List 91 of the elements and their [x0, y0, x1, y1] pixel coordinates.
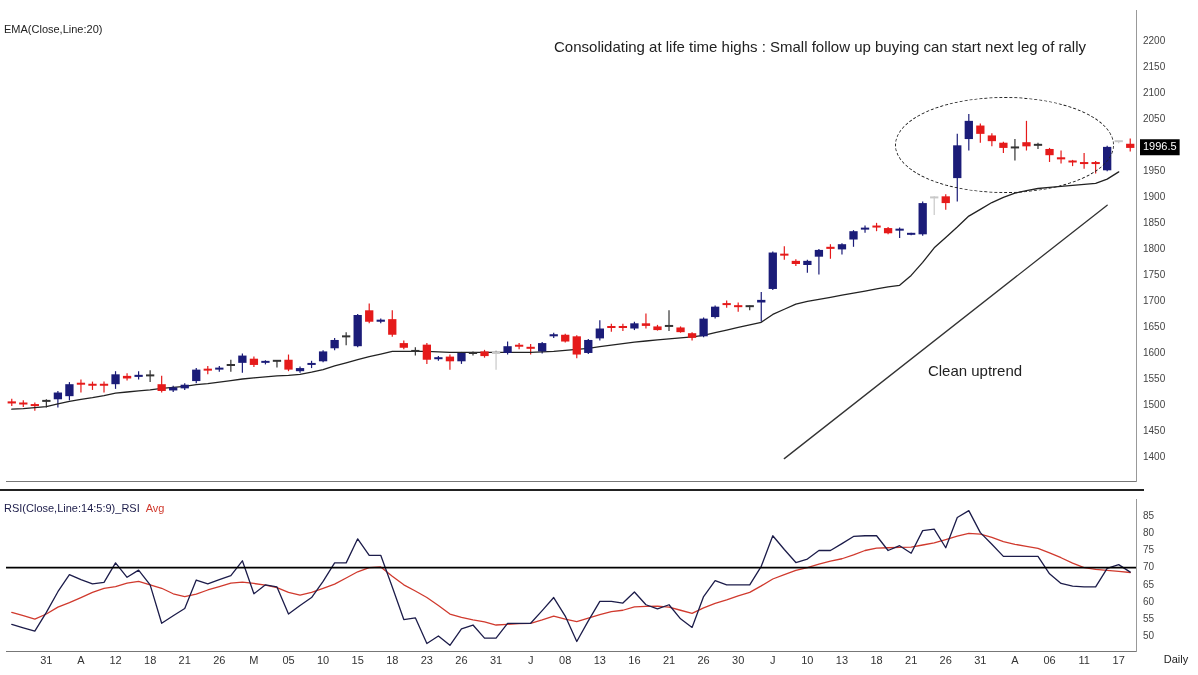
candlestick: [365, 302, 374, 324]
candlestick: [814, 248, 824, 275]
x-tick-label: 26: [455, 654, 468, 667]
y-tick-label: 2200: [1143, 34, 1166, 46]
y-tick-label: 1850: [1143, 217, 1166, 229]
candlestick: [388, 309, 397, 338]
candlestick: [1079, 152, 1089, 170]
y-tick-label: 1750: [1143, 269, 1166, 281]
x-tick-label: 17: [1112, 654, 1125, 667]
x-tick-label: 16: [628, 654, 641, 667]
x-tick-label: 15: [351, 654, 364, 667]
x-tick-label: 10: [801, 654, 814, 667]
x-tick-label: 05: [282, 654, 295, 667]
x-tick-label: 30: [732, 654, 745, 667]
candlestick: [272, 359, 282, 369]
x-tick-label: 31: [40, 654, 53, 667]
candlestick: [664, 309, 674, 332]
candlestick: [65, 381, 74, 401]
y-tick-label: 60: [1143, 595, 1155, 607]
x-tick-label: 23: [420, 654, 433, 667]
candlestick: [641, 312, 651, 330]
x-tick-label: 31: [489, 654, 503, 667]
y-tick-label: 2050: [1143, 113, 1166, 125]
text: Avg: [145, 501, 165, 514]
candlestick: [964, 113, 973, 152]
y-tick-label: 1900: [1143, 191, 1166, 203]
candlestick: [99, 381, 109, 394]
text: RSI(Close,Line:14:5:9)_RSI: [4, 501, 140, 514]
x-tick-label: 18: [386, 654, 399, 667]
x-tick-label: 21: [178, 654, 191, 667]
candlestick: [699, 316, 708, 338]
x-tick-label: J: [770, 654, 776, 667]
annotation: Consolidating at life time highs : Small follow up buying can start next leg of rally: [554, 38, 1087, 56]
candlestick: [145, 369, 155, 383]
x-tick-label: 12: [109, 654, 122, 667]
x-tick-label: 10: [316, 654, 330, 667]
x-tick-label: 26: [939, 654, 952, 667]
candlestick: [860, 224, 870, 234]
annotation: Clean uptrend: [927, 362, 1023, 380]
x-tick-label: J: [527, 654, 534, 667]
y-tick-label: 2100: [1143, 87, 1166, 99]
y-tick-label: 50: [1143, 630, 1155, 642]
x-tick-label: 26: [697, 654, 710, 667]
x-tick-label: 13: [835, 654, 849, 667]
candlestick: [514, 342, 524, 350]
candlestick: [976, 122, 985, 144]
y-tick-label: 85: [1143, 509, 1155, 521]
annotation: 1996.5: [1143, 140, 1177, 153]
candlestick: [572, 334, 581, 359]
x-tick-label: M: [249, 654, 259, 667]
y-tick-label: 2150: [1143, 61, 1166, 72]
x-tick-label: 21: [662, 654, 676, 667]
candlestick: [76, 378, 86, 394]
y-tick-label: 1600: [1143, 347, 1166, 359]
y-tick-label: 1400: [1143, 451, 1166, 463]
candlestick: [1056, 149, 1066, 165]
y-tick-label: 70: [1143, 561, 1155, 573]
candlestick: [618, 323, 628, 332]
y-tick-label: 1650: [1143, 321, 1166, 333]
text: Daily: [1163, 653, 1189, 666]
candlestick: [491, 349, 501, 371]
candlestick: [837, 242, 847, 256]
y-tick-label: 1800: [1143, 243, 1166, 255]
text: EMA(Close,Line:20): [4, 22, 103, 35]
candlestick: [930, 195, 939, 216]
candlestick: [238, 352, 247, 374]
candlestick: [468, 350, 478, 357]
y-tick-label: 1950: [1143, 165, 1166, 177]
x-tick-label: 13: [593, 654, 606, 667]
x-tick-label: 31: [974, 654, 987, 667]
x-tick-label: 18: [870, 654, 883, 667]
y-tick-label: 1700: [1143, 295, 1166, 307]
y-tick-label: 1550: [1143, 373, 1166, 385]
y-tick-label: 65: [1143, 578, 1155, 590]
x-tick-label: 08: [559, 654, 572, 667]
y-tick-label: 75: [1143, 544, 1155, 556]
x-tick-label: 06: [1043, 654, 1056, 667]
y-tick-label: 55: [1143, 612, 1155, 624]
y-tick-label: 1450: [1143, 425, 1166, 437]
candlestick: [1033, 142, 1043, 150]
x-tick-label: 11: [1078, 654, 1090, 667]
x-tick-label: 26: [213, 654, 226, 667]
candlestick: [422, 342, 432, 365]
x-tick-label: A: [1011, 654, 1020, 667]
x-tick-label: A: [77, 654, 86, 667]
y-tick-label: 80: [1143, 527, 1155, 539]
candlestick: [1022, 120, 1031, 152]
x-tick-label: 18: [144, 654, 157, 667]
candlestick: [1010, 138, 1020, 162]
y-tick-label: 1500: [1143, 399, 1166, 411]
x-tick-label: 21: [905, 654, 918, 667]
